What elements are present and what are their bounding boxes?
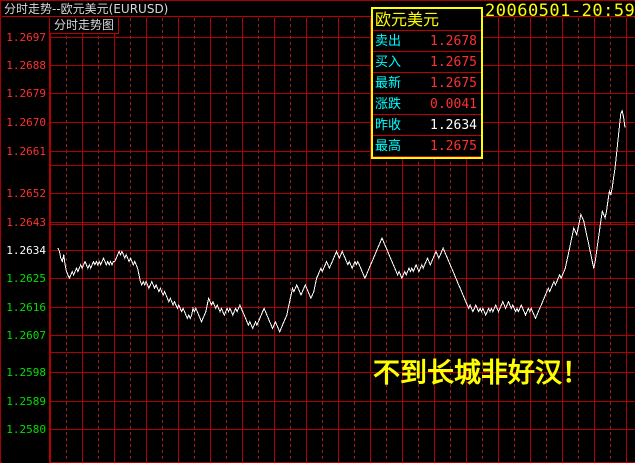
- y-axis-tick-label: 1.2607: [6, 329, 46, 342]
- y-axis-tick-label: 1.2661: [6, 145, 46, 158]
- quote-row-value: 1.2678: [430, 33, 477, 49]
- quote-row-value: 1.2634: [430, 117, 477, 133]
- chart-grid: [50, 18, 635, 463]
- y-axis-tick-label: 1.2616: [6, 301, 46, 314]
- quote-row: 买入 1.2675: [373, 52, 481, 73]
- chart-plot-area[interactable]: [50, 18, 635, 463]
- watermark-text: 不到长城非好汉！: [373, 358, 589, 389]
- quote-info-box[interactable]: 欧元美元 卖出 1.2678 买入 1.2675 最新 1.2675 涨跌 0.0041 昨收 1…: [371, 7, 483, 159]
- quote-rows: 卖出 1.2678 买入 1.2675 最新 1.2675 涨跌 0.0041 昨收 1.2634…: [373, 31, 481, 157]
- quote-row-label: 最新: [375, 75, 402, 91]
- quote-row-label: 涨跌: [375, 96, 402, 112]
- quote-instrument-name: 欧元美元: [373, 9, 481, 31]
- window-title: 分时走势--欧元美元(EURUSD): [4, 2, 169, 16]
- quote-row: 最高 1.2675: [373, 136, 481, 157]
- quote-row-value: 0.0041: [430, 96, 477, 112]
- quote-row: 涨跌 0.0041: [373, 94, 481, 115]
- y-axis-tick-label: 1.2634: [6, 244, 46, 257]
- y-axis-tick-label: 1.2598: [6, 366, 46, 379]
- quote-row-label: 昨收: [375, 117, 402, 133]
- y-axis-tick-label: 1.2670: [6, 116, 46, 129]
- y-axis-tick-label: 1.2580: [6, 423, 46, 436]
- quote-row-value: 1.2675: [430, 138, 477, 154]
- quote-row: 最新 1.2675: [373, 73, 481, 94]
- quote-row: 卖出 1.2678: [373, 31, 481, 52]
- y-axis-tick-label: 1.2679: [6, 87, 46, 100]
- chart-subtitle-box: 分时走势图: [50, 18, 120, 34]
- price-line-series: [57, 109, 626, 334]
- quote-row: 昨收 1.2634: [373, 115, 481, 136]
- y-axis-tick-label: 1.2625: [6, 272, 46, 285]
- y-axis-tick-label: 1.2697: [6, 31, 46, 44]
- quote-row-value: 1.2675: [430, 75, 477, 91]
- chart-subtitle-label: 分时走势图: [54, 18, 115, 32]
- quote-row-label: 买入: [375, 54, 402, 70]
- y-axis-tick-label: 1.2688: [6, 59, 46, 72]
- y-axis-tick-label: 1.2652: [6, 187, 46, 200]
- quote-row-label: 卖出: [375, 33, 402, 49]
- timestamp-label: 20060501-20:59: [485, 1, 635, 21]
- y-axis: 1.2697 1.2688 1.2679 1.2670 1.2661 1.2652 1.26…: [2, 18, 50, 463]
- quote-row-label: 最高: [375, 138, 402, 154]
- y-axis-tick-label: 1.2643: [6, 216, 46, 229]
- y-axis-tick-label: 1.2589: [6, 395, 46, 408]
- quote-row-value: 1.2675: [430, 54, 477, 70]
- price-line: [57, 109, 626, 334]
